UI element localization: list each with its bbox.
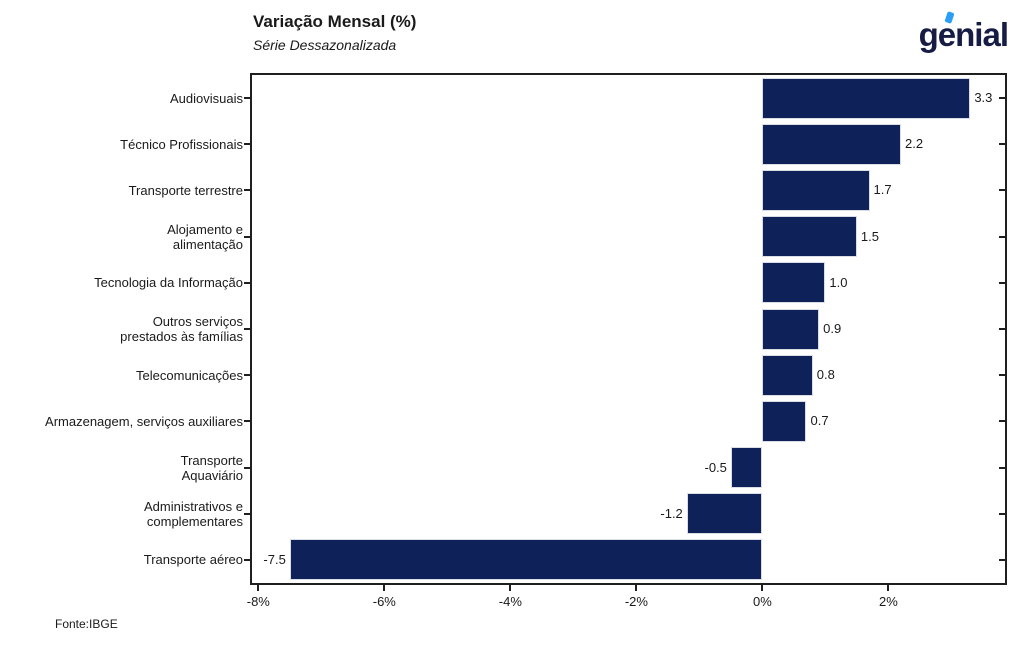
source-note: Fonte:IBGE — [55, 617, 118, 631]
y-axis-tick — [244, 143, 250, 146]
x-axis-tick-label: -6% — [372, 594, 396, 609]
y-axis-tick — [244, 328, 250, 330]
bar-value-label: 1.5 — [860, 228, 879, 244]
category-label: Transporte Aquaviário — [180, 452, 243, 483]
bar-value-label: -1.2 — [660, 505, 683, 521]
y-axis-tick-right — [999, 374, 1005, 377]
y-axis-tick — [244, 189, 250, 192]
y-axis-tick-right — [999, 143, 1005, 146]
bar — [762, 354, 813, 396]
bar-value-label: 0.8 — [816, 367, 835, 383]
bar-value-label: -0.5 — [704, 459, 727, 475]
bar-value-label: 0.7 — [810, 413, 829, 429]
bar-value-label: 2.2 — [905, 136, 924, 152]
bar — [762, 216, 857, 258]
x-axis-tick-label: 0% — [752, 594, 772, 609]
y-axis-tick-right — [999, 466, 1005, 469]
bar — [730, 447, 763, 489]
category-label: Telecomunicações — [136, 367, 243, 383]
genial-logo: genial — [918, 11, 1009, 62]
category-label: Tecnologia da Informação — [94, 275, 243, 291]
category-label: Audiovisuais — [170, 90, 243, 106]
bar — [762, 308, 820, 350]
bar — [686, 493, 763, 535]
bar — [762, 169, 870, 211]
category-label: Técnico Profissionais — [120, 136, 243, 152]
y-axis-tick — [244, 374, 250, 377]
y-axis-tick-right — [999, 512, 1005, 515]
y-axis-tick-right — [999, 281, 1005, 284]
bar — [762, 77, 971, 119]
y-axis-tick-right — [999, 189, 1005, 192]
bar-value-label: -7.5 — [263, 551, 286, 567]
x-axis-tick — [887, 585, 890, 591]
category-label: Outros serviços prestados às famílias — [120, 313, 243, 344]
chart-title: Variação Mensal (%) — [253, 12, 417, 31]
y-axis-tick-right — [999, 558, 1005, 561]
category-label: Transporte terrestre — [128, 182, 243, 198]
x-axis-tick — [509, 585, 512, 591]
category-label: Administrativos e complementares — [144, 498, 243, 529]
category-label: Transporte aéreo — [143, 552, 243, 568]
title-block: Variação Mensal (%) Série Dessazonalizad… — [253, 12, 416, 53]
x-axis-tick — [761, 585, 764, 591]
bar — [289, 539, 763, 581]
y-axis-tick-right — [999, 420, 1005, 423]
bar — [762, 262, 826, 304]
category-label: Alojamento e alimentação — [167, 221, 243, 252]
y-axis-tick — [244, 235, 250, 238]
y-axis-tick-right — [999, 235, 1005, 238]
chart-subtitle: Série Dessazonalizada — [253, 37, 397, 53]
x-axis-tick-label: -2% — [624, 594, 648, 609]
x-axis-tick-label: 2% — [879, 594, 898, 609]
logo-text: genial — [918, 16, 1009, 53]
bar-value-label: 3.3 — [974, 90, 993, 106]
x-axis-tick-label: -8% — [246, 594, 270, 609]
x-axis-tick-label: -4% — [498, 594, 522, 609]
y-axis-tick — [244, 558, 250, 561]
x-axis-tick — [383, 585, 386, 591]
y-axis-tick-right — [999, 328, 1005, 330]
x-axis-tick — [257, 585, 260, 591]
plot-area: 3.3 2.2 1.7 1.5 1.0 0.9 0.8 0.7 -0.5 -1.2 -7.5 — [250, 73, 1007, 585]
y-axis-tick — [244, 512, 250, 515]
bar — [762, 123, 902, 165]
y-axis-tick — [244, 466, 250, 469]
bar-value-label: 0.9 — [823, 321, 842, 336]
y-axis-tick — [244, 281, 250, 284]
bar — [762, 400, 807, 442]
x-axis-tick — [635, 585, 638, 591]
bar-value-label: 1.0 — [829, 274, 848, 290]
bar-value-label: 1.7 — [873, 182, 892, 198]
y-axis-tick-right — [999, 97, 1005, 100]
y-axis-tick — [244, 97, 250, 100]
category-label: Armazenagem, serviços auxiliares — [45, 413, 243, 429]
y-axis-tick — [244, 420, 250, 423]
